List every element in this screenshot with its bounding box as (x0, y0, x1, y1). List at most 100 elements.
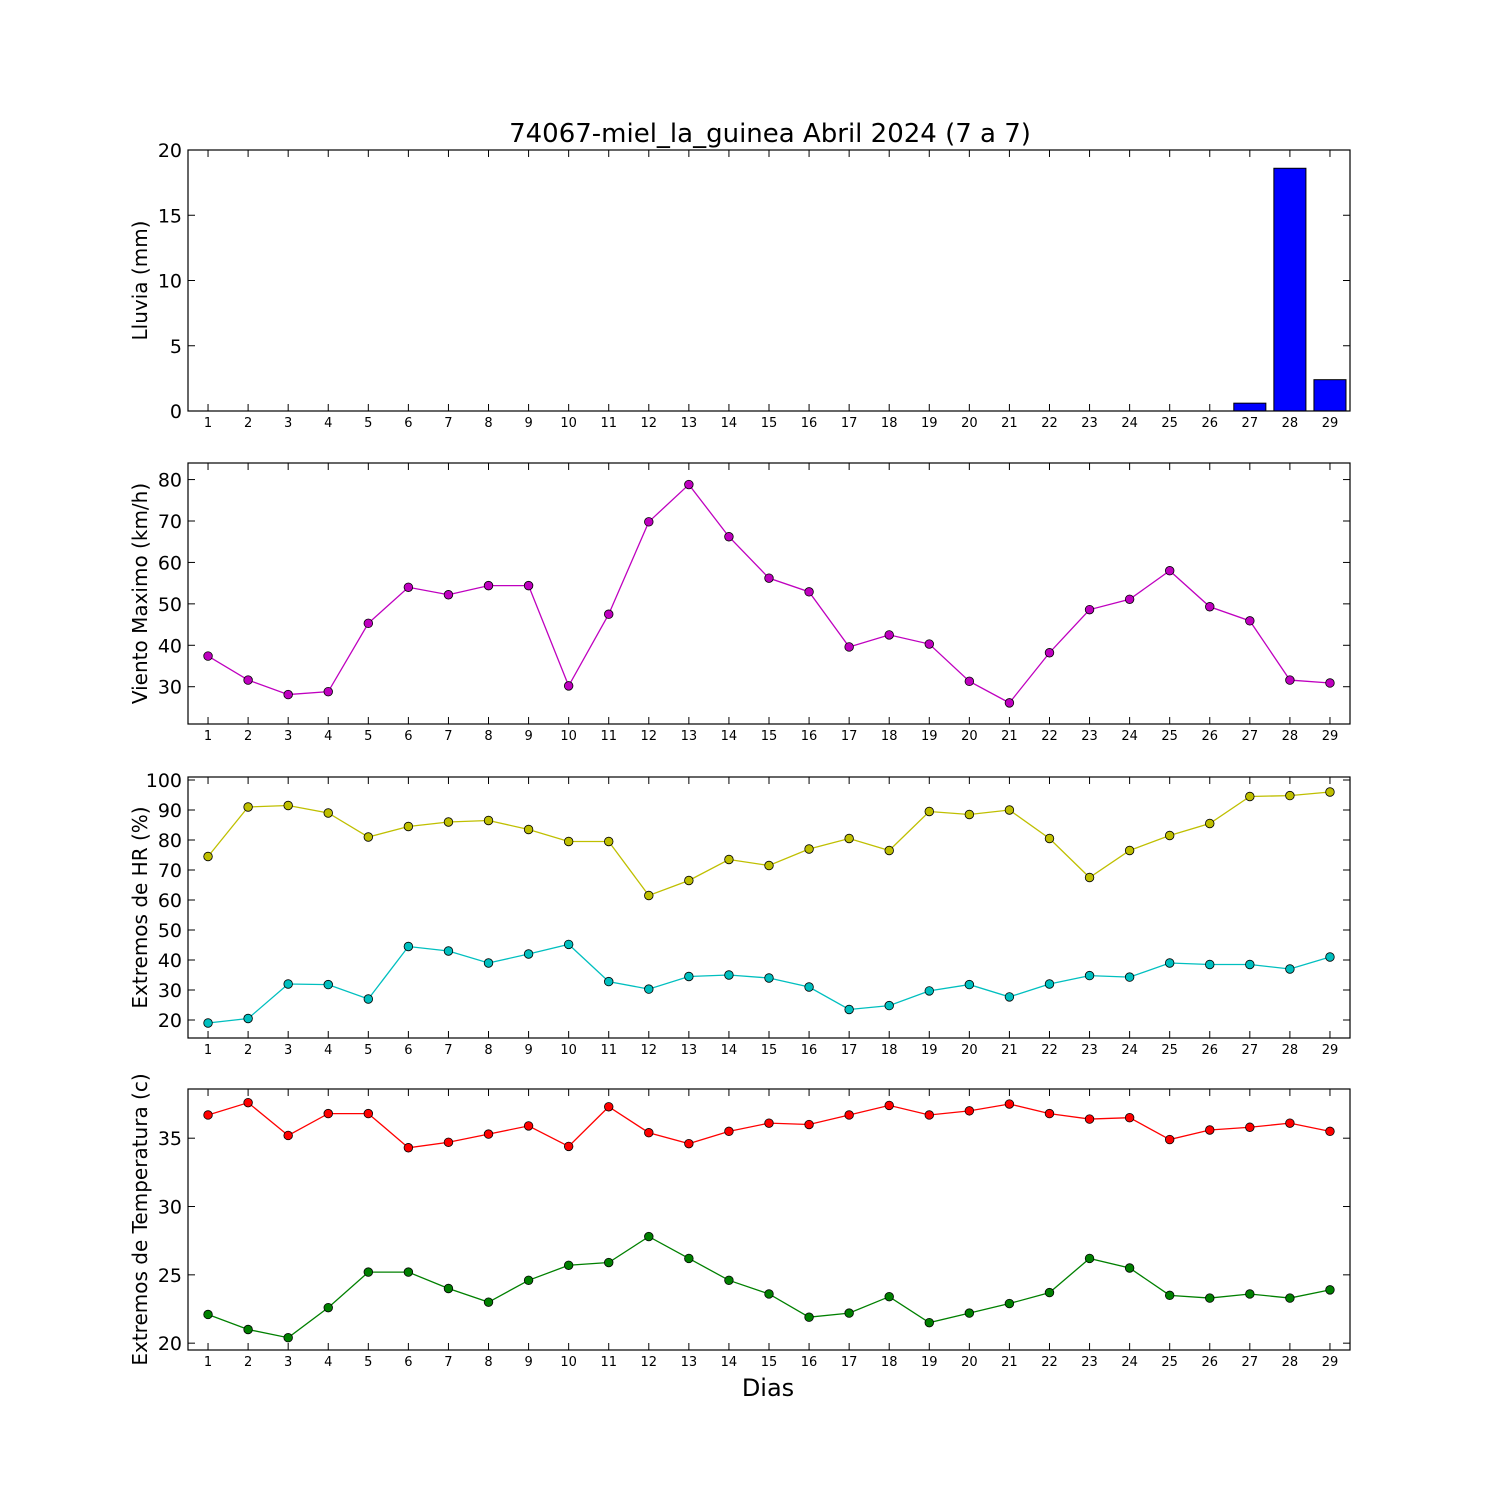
x-tick-label: 26 (1201, 1043, 1218, 1058)
y-tick-label: 30 (158, 677, 182, 699)
y-tick-label: 30 (158, 980, 182, 1002)
data-point (363, 994, 374, 1004)
data-point (1004, 698, 1015, 708)
data-point (243, 675, 253, 685)
x-tick-label: 21 (1001, 729, 1018, 744)
data-point (483, 1129, 494, 1139)
x-tick-label: 1 (204, 1355, 212, 1370)
x-tick-label: 15 (761, 1355, 778, 1370)
data-point (1325, 952, 1335, 962)
x-tick-label: 10 (560, 1355, 577, 1370)
y-tick-label: 80 (158, 470, 182, 492)
y-tick-label: 70 (158, 860, 182, 882)
data-point (644, 1128, 654, 1138)
y-tick-label: 70 (158, 511, 182, 533)
plot-frame (187, 1088, 1351, 1351)
data-point (243, 1013, 253, 1024)
data-point (403, 1267, 414, 1277)
data-point (523, 824, 534, 835)
x-tick-label: 18 (881, 1355, 898, 1370)
y-tick-label: 90 (158, 800, 182, 822)
data-point (563, 939, 574, 950)
y-tick-label: 20 (158, 140, 182, 162)
data-point (604, 609, 614, 619)
x-tick-label: 10 (560, 416, 577, 431)
x-tick-label: 26 (1201, 729, 1218, 744)
data-point (684, 1253, 694, 1264)
data-point (1044, 648, 1055, 658)
data-point (203, 651, 213, 661)
x-tick-label: 21 (1001, 416, 1018, 431)
data-point (1004, 1099, 1015, 1109)
data-point (1285, 675, 1295, 685)
data-point (1245, 791, 1255, 802)
y-tick-label: 20 (158, 1010, 182, 1032)
data-point (323, 1302, 333, 1313)
data-point (644, 1231, 654, 1242)
data-point (844, 1308, 854, 1318)
x-tick-label: 3 (284, 1043, 292, 1058)
x-tick-label: 7 (444, 1355, 452, 1370)
data-point (1164, 958, 1175, 968)
data-point (283, 1130, 293, 1141)
x-tick-label: 24 (1121, 729, 1138, 744)
x-tick-label: 24 (1121, 1043, 1138, 1058)
data-point (403, 1143, 414, 1153)
x-tick-label: 24 (1121, 1355, 1138, 1370)
x-tick-label: 13 (681, 416, 698, 431)
x-tick-label: 28 (1282, 1043, 1299, 1058)
x-tick-label: 22 (1041, 1043, 1058, 1058)
x-tick-label: 20 (961, 1355, 978, 1370)
x-tick-label: 19 (921, 1043, 938, 1058)
data-point (804, 1312, 814, 1322)
x-tick-label: 9 (524, 729, 532, 744)
data-point (323, 1108, 333, 1119)
data-point (1164, 830, 1175, 841)
x-tick-label: 11 (600, 1043, 617, 1058)
data-point (724, 970, 734, 980)
x-tick-label: 20 (961, 729, 978, 744)
data-point (924, 1317, 934, 1328)
data-point (844, 1110, 854, 1120)
data-point (1245, 1289, 1255, 1299)
data-point (363, 618, 374, 629)
data-point (523, 949, 534, 959)
x-tick-label: 9 (524, 1043, 532, 1058)
y-tick-label: 10 (158, 271, 182, 293)
x-tick-label: 22 (1041, 1355, 1058, 1370)
x-tick-label: 24 (1121, 416, 1138, 431)
data-point (1004, 992, 1015, 1002)
x-tick-label: 29 (1322, 1355, 1339, 1370)
data-point (1325, 678, 1335, 688)
data-point (563, 681, 574, 691)
data-point (443, 1283, 454, 1294)
data-point (884, 630, 894, 640)
data-point (1124, 594, 1135, 605)
data-point (724, 1126, 734, 1137)
data-point (924, 806, 934, 817)
x-tick-label: 4 (324, 729, 332, 744)
x-tick-label: 15 (761, 729, 778, 744)
data-point (1205, 602, 1215, 612)
data-point (243, 1324, 253, 1335)
data-point (604, 1102, 614, 1112)
data-point (1285, 964, 1295, 974)
y-tick-label: 30 (158, 1197, 182, 1219)
series-line (207, 943, 1331, 1024)
x-tick-label: 25 (1161, 729, 1178, 744)
x-axis-label: Dias (742, 1374, 794, 1402)
x-tick-label: 19 (921, 416, 938, 431)
data-point (1164, 1290, 1175, 1301)
data-point (1245, 616, 1255, 626)
data-point (604, 1257, 614, 1268)
data-point (1084, 872, 1095, 883)
data-point (1084, 1253, 1095, 1264)
x-tick-label: 29 (1322, 729, 1339, 744)
bar (1273, 167, 1307, 412)
x-tick-label: 4 (324, 1043, 332, 1058)
y-axis-label: Lluvia (mm) (128, 221, 152, 341)
y-tick-label: 60 (158, 890, 182, 912)
